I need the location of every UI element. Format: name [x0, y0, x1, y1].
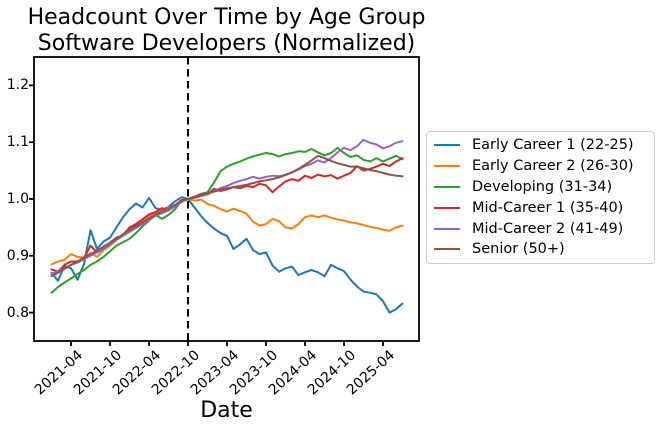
- legend-line-swatch: [434, 185, 460, 188]
- legend-line-swatch: [434, 227, 460, 230]
- plot-border: [33, 56, 420, 342]
- chart-subtitle: Software Developers (Normalized): [37, 31, 416, 56]
- legend-label: Developing (31-34): [472, 178, 613, 195]
- legend-line-swatch: [434, 144, 460, 147]
- y-tick-label: 1.2: [6, 77, 29, 94]
- legend-entry: Early Career 2 (26-30): [434, 156, 646, 177]
- legend-entry: Early Career 1 (22-25): [434, 135, 646, 156]
- legend-entry: Mid-Career 2 (41-49): [434, 218, 646, 239]
- legend-entry: Developing (31-34): [434, 177, 646, 198]
- title-block: Headcount Over Time by Age Group Softwar…: [0, 5, 453, 57]
- legend-label: Early Career 1 (22-25): [472, 137, 634, 154]
- y-tick-label: 0.8: [6, 304, 29, 321]
- legend-label: Mid-Career 1 (35-40): [472, 199, 624, 216]
- chart-title: Headcount Over Time by Age Group: [27, 5, 426, 30]
- legend-line-swatch: [434, 165, 460, 168]
- legend-label: Early Career 2 (26-30): [472, 158, 634, 175]
- y-tick-label: 0.9: [6, 247, 29, 264]
- legend-line-swatch: [434, 248, 460, 251]
- legend-label: Mid-Career 2 (41-49): [472, 220, 624, 237]
- series-line: [50, 138, 404, 275]
- legend-line-swatch: [434, 206, 460, 209]
- legend: Early Career 1 (22-25) Early Career 2 (26…: [426, 131, 655, 264]
- series-line: [50, 154, 404, 278]
- series-line: [50, 157, 404, 273]
- y-tick-label: 1.1: [6, 134, 29, 151]
- series-line: [50, 196, 404, 314]
- legend-entry: Mid-Career 1 (35-40): [434, 197, 646, 218]
- series-line: [50, 198, 404, 266]
- x-axis-title: Date: [200, 398, 253, 423]
- legend-label: Senior (50+): [472, 241, 565, 258]
- y-tick-label: 1.0: [6, 191, 29, 207]
- series-line: [50, 146, 404, 294]
- legend-entry: Senior (50+): [434, 239, 646, 260]
